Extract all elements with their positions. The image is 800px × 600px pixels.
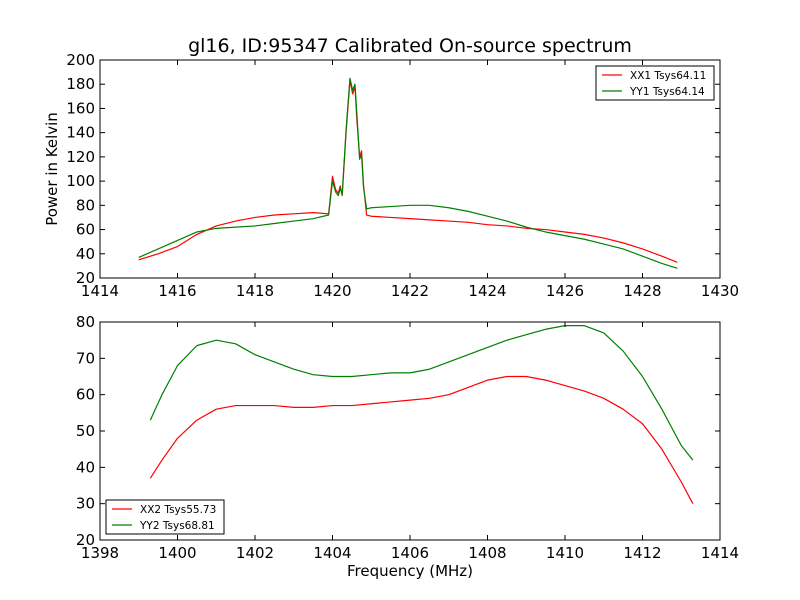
top-xtick-label: 1422 xyxy=(391,282,429,300)
top-ytick-label: 180 xyxy=(66,75,95,93)
bottom-xtick-label: 1414 xyxy=(701,544,739,562)
bottom-plot-area: 1398 1400 1402 1404 1406 1408 1410 1412 1414 20 30… xyxy=(76,313,739,562)
top-ytick-label: 120 xyxy=(66,148,95,166)
bottom-legend-label-2: YY2 Tsys68.81 xyxy=(139,520,215,532)
top-xtick-label: 1428 xyxy=(623,282,661,300)
bottom-series-line-2 xyxy=(149,325,694,461)
bottom-ytick-label: 60 xyxy=(76,386,95,404)
top-xtick-label: 1424 xyxy=(468,282,506,300)
top-xtick-label: 1418 xyxy=(236,282,274,300)
top-ytick-label: 60 xyxy=(76,221,95,239)
bottom-chart: Frequency (MHz) 1398 1400 1402 1404 1406 1408… xyxy=(76,313,739,580)
bottom-xtick-label: 1398 xyxy=(81,544,119,562)
bottom-legend-label-1: XX2 Tsys55.73 xyxy=(140,504,216,516)
bottom-ytick-label: 40 xyxy=(76,458,95,476)
top-xtick-label: 1430 xyxy=(701,282,739,300)
bottom-xtick-label: 1404 xyxy=(313,544,351,562)
bottom-ytick-label: 20 xyxy=(76,531,95,549)
bottom-ytick-label: 80 xyxy=(76,313,95,331)
top-ytick-label: 200 xyxy=(66,51,95,69)
top-ytick-label: 40 xyxy=(76,245,95,263)
bottom-xtick-label: 1412 xyxy=(623,544,661,562)
bottom-xtick-label: 1400 xyxy=(158,544,196,562)
top-ytick-label: 140 xyxy=(66,124,95,142)
bottom-ytick-label: 70 xyxy=(76,349,95,367)
top-xtick-label: 1414 xyxy=(81,282,119,300)
top-series-line-2 xyxy=(138,77,678,269)
top-legend-label-1: XX1 Tsys64.11 xyxy=(630,70,706,82)
top-ytick-label: 160 xyxy=(66,99,95,117)
top-ytick-label: 20 xyxy=(76,269,95,287)
top-legend: XX1 Tsys64.11 YY1 Tsys64.14 xyxy=(595,65,715,101)
top-ytick-label: 100 xyxy=(66,172,95,190)
top-plot-area: 1414 1416 1418 1420 1422 1424 1426 1428 1430 20 40… xyxy=(66,51,739,300)
bottom-xtick-label: 1410 xyxy=(546,544,584,562)
top-xtick-label: 1420 xyxy=(313,282,351,300)
top-chart-title: gl16, ID:95347 Calibrated On-source spec… xyxy=(188,35,632,57)
bottom-chart-xlabel: Frequency (MHz) xyxy=(347,562,473,580)
bottom-legend-box xyxy=(105,499,225,535)
top-legend-box xyxy=(595,65,715,101)
top-legend-label-2: YY1 Tsys64.14 xyxy=(629,86,705,98)
bottom-xtick-label: 1406 xyxy=(391,544,429,562)
top-xtick-label: 1416 xyxy=(158,282,196,300)
bottom-xtick-label: 1402 xyxy=(236,544,274,562)
bottom-legend: XX2 Tsys55.73 YY2 Tsys68.81 xyxy=(105,499,225,535)
bottom-ytick-label: 30 xyxy=(76,495,95,513)
top-chart-ylabel: Power in Kelvin xyxy=(43,112,61,226)
top-ytick-label: 80 xyxy=(76,196,95,214)
top-xtick-label: 1426 xyxy=(546,282,584,300)
bottom-ytick-label: 50 xyxy=(76,422,95,440)
bottom-series-line-1 xyxy=(149,375,694,504)
top-chart: gl16, ID:95347 Calibrated On-source spec… xyxy=(43,35,739,300)
bottom-xtick-label: 1408 xyxy=(468,544,506,562)
